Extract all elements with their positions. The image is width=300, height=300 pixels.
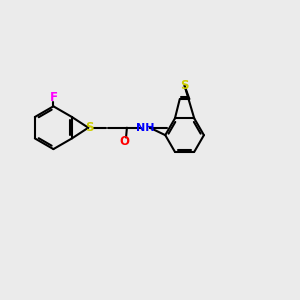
Text: F: F bbox=[50, 92, 57, 104]
Text: S: S bbox=[180, 79, 189, 92]
Text: S: S bbox=[85, 121, 93, 134]
Text: O: O bbox=[119, 135, 130, 148]
Text: NH: NH bbox=[136, 123, 155, 133]
